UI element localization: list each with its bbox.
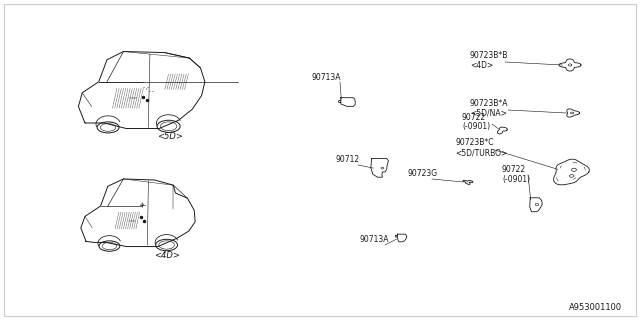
Text: A953001100: A953001100 <box>569 303 622 312</box>
Text: 90722: 90722 <box>502 165 526 174</box>
Text: <5D/TURBO>: <5D/TURBO> <box>455 148 508 157</box>
Text: (-0901): (-0901) <box>502 175 530 184</box>
Text: <4D>: <4D> <box>154 251 180 260</box>
Text: 90722: 90722 <box>462 113 486 122</box>
Text: 90713A: 90713A <box>312 73 342 82</box>
Text: <5D>: <5D> <box>157 132 183 141</box>
Text: 90712: 90712 <box>335 155 359 164</box>
Text: 90723B*A: 90723B*A <box>470 99 509 108</box>
Text: (-0901): (-0901) <box>462 122 490 131</box>
Text: <5D/NA>: <5D/NA> <box>470 109 507 118</box>
Text: <4D>: <4D> <box>470 61 493 70</box>
Text: 90713A: 90713A <box>360 235 390 244</box>
Text: 90723G: 90723G <box>408 169 438 178</box>
Text: 90723B*B: 90723B*B <box>470 51 508 60</box>
Text: 90723B*C: 90723B*C <box>455 138 493 147</box>
